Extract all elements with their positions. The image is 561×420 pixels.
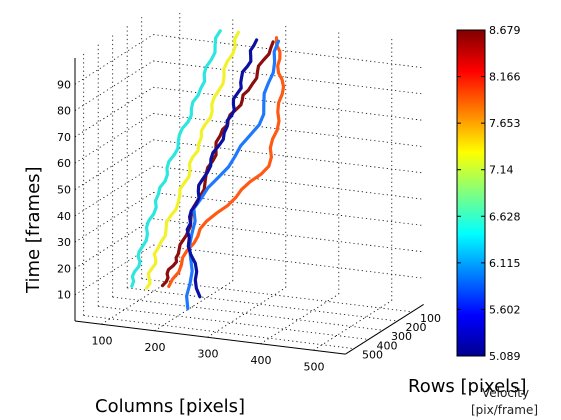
- x-tick-label: 500: [304, 360, 325, 373]
- axis-ticks: 100 200 300 400 5001002003004005001020304050…: [57, 78, 441, 373]
- z-axis-label: Time [frames]: [23, 166, 44, 294]
- colorbar-tick-label: 5.089: [489, 350, 521, 363]
- z-tick-label: 20: [57, 262, 71, 275]
- trajectory-5: [185, 39, 281, 311]
- colorbar-tick-label: 8.166: [489, 71, 521, 84]
- back-wall-grid-z: [153, 86, 424, 121]
- trajectory-6: [185, 38, 259, 299]
- back-wall-grid-z: [153, 218, 424, 253]
- floor-grid-x: [154, 280, 234, 332]
- colorbar: 5.0895.6026.1156.6287.147.6538.1668.679 …: [456, 24, 538, 417]
- y-tick-label: 300: [391, 330, 412, 343]
- back-wall-grid-z: [153, 165, 424, 200]
- floor-grid-x: [101, 274, 181, 325]
- colorbar-tick-label: 5.602: [489, 303, 521, 316]
- x-tick-label: 200: [145, 341, 166, 354]
- trajectory-lines: [130, 29, 286, 311]
- z-tick-label: 50: [57, 184, 71, 197]
- floor-grid-x: [313, 300, 393, 351]
- colorbar-title-line-1: Velocity: [482, 386, 529, 400]
- x-tick-label: 100: [92, 334, 113, 347]
- z-tick-label: 60: [57, 157, 71, 170]
- trajectory-2: [145, 30, 240, 290]
- floor-grid-y: [83, 315, 355, 350]
- y-axis-edge: [345, 304, 424, 355]
- left-wall-grid-z: [74, 218, 154, 269]
- left-wall-grid-z: [74, 244, 154, 296]
- z-tick-label: 40: [57, 210, 71, 223]
- floor-grid-y: [141, 278, 413, 313]
- colorbar-gradient: [456, 29, 486, 357]
- back-wall-grid-z: [153, 113, 424, 148]
- floor-grid-y: [112, 296, 384, 331]
- colorbar-title-line-2: [pix/frame]: [471, 403, 538, 417]
- y-tick-label: 100: [420, 312, 441, 325]
- left-wall-grid-z: [74, 86, 154, 138]
- left-wall-grid-z: [74, 192, 154, 243]
- floor-grid-x: [207, 287, 287, 338]
- x-tick-label: 300: [198, 347, 219, 360]
- left-wall-grid-z: [74, 34, 154, 85]
- x-tick-label: 400: [251, 354, 272, 367]
- left-wall-grid-z: [74, 60, 154, 111]
- x-axis-edge: [74, 320, 346, 355]
- trajectory-1: [130, 29, 222, 288]
- colorbar-tick-label: 6.628: [489, 210, 521, 223]
- trajectory-3: [160, 40, 275, 288]
- back-wall-grid-z: [153, 192, 424, 226]
- z-tick-label: 30: [57, 236, 71, 249]
- left-wall-grid-z: [74, 165, 154, 217]
- z-tick-label: 70: [57, 131, 71, 144]
- floor-grid-x: [260, 293, 340, 345]
- y-axis-label: Rows [pixels]: [408, 376, 527, 397]
- left-wall-grid-z: [74, 139, 154, 190]
- x-axis-label: Columns [pixels]: [95, 396, 245, 417]
- floor-grid-y: [127, 287, 398, 322]
- z-tick-label: 10: [57, 289, 71, 302]
- y-tick-label: 500: [362, 349, 383, 362]
- back-wall-grid-z: [153, 244, 424, 279]
- z-tick-label: 90: [57, 78, 71, 91]
- y-tick-label: 400: [377, 339, 398, 352]
- left-wall-grid-z: [74, 113, 154, 164]
- z-tick-label: 80: [57, 105, 71, 118]
- axes-grid: [74, 11, 424, 355]
- colorbar-tick-label: 8.679: [489, 24, 521, 37]
- back-wall-grid-z: [153, 60, 424, 95]
- back-wall-grid-z: [153, 139, 424, 174]
- colorbar-tick-label: 7.14: [489, 164, 514, 177]
- back-wall-grid-z: [153, 34, 424, 69]
- floor-grid-y: [98, 305, 369, 340]
- y-tick-label: 200: [406, 321, 427, 334]
- colorbar-tick-label: 6.115: [489, 257, 521, 270]
- colorbar-tick-label: 7.653: [489, 117, 521, 130]
